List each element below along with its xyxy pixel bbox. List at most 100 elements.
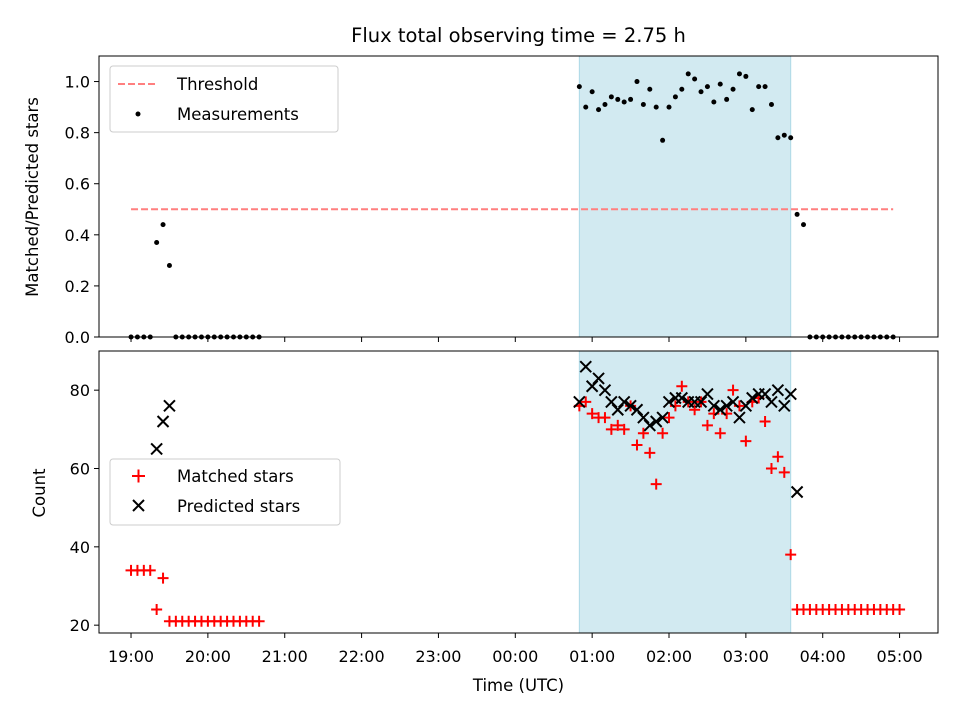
measurement-point bbox=[768, 102, 774, 108]
ratio-panel: 0.0 0.2 0.4 0.6 0.8 1.0 Matched/Predicted sta… bbox=[23, 55, 939, 347]
chart-title: Flux total observing time = 2.75 h bbox=[351, 24, 686, 47]
observing-span-top bbox=[578, 55, 792, 338]
predicted-star-point bbox=[758, 387, 772, 401]
matched-star-point bbox=[759, 416, 771, 427]
predicted-star-point bbox=[675, 391, 689, 405]
matched-star-point bbox=[580, 396, 592, 408]
matched-star-point bbox=[144, 564, 156, 576]
measurement-point bbox=[749, 107, 755, 113]
measurement-point bbox=[576, 84, 582, 90]
matched-star-point bbox=[631, 439, 643, 451]
predicted-stars-series bbox=[150, 360, 804, 499]
measurement-point bbox=[653, 104, 659, 110]
predicted-star-point bbox=[714, 403, 727, 416]
x-tick-label: 20:00 bbox=[185, 647, 231, 666]
matched-legend-label: Matched stars bbox=[177, 467, 294, 486]
predicted-star-point bbox=[150, 442, 163, 456]
x-axis-label: Time (UTC) bbox=[472, 676, 564, 695]
top-legend-box bbox=[109, 65, 339, 133]
matched-star-point bbox=[676, 380, 688, 392]
x-tick-label: 03:00 bbox=[723, 647, 769, 666]
predicted-star-point bbox=[701, 387, 714, 401]
measurement-point bbox=[794, 211, 800, 217]
measurement-point bbox=[647, 86, 653, 92]
bottom-y-tick-label: 60 bbox=[70, 460, 90, 479]
predicted-star-point bbox=[573, 395, 586, 409]
measurement-point bbox=[154, 239, 160, 245]
bottom-y-tick-label: 20 bbox=[70, 616, 90, 635]
bottom-y-tick-label: 80 bbox=[70, 381, 90, 400]
matched-star-point bbox=[689, 404, 701, 416]
top-legend: Threshold Measurements bbox=[109, 65, 339, 133]
bottom-plot-frame bbox=[98, 350, 939, 634]
measurement-point bbox=[736, 71, 742, 77]
measurement-point bbox=[640, 102, 646, 108]
matched-star-point bbox=[253, 615, 265, 627]
x-tick-label: 21:00 bbox=[262, 647, 308, 666]
measurement-point bbox=[679, 86, 685, 92]
measurement-point bbox=[762, 84, 768, 90]
measurement-point bbox=[166, 262, 172, 268]
predicted-star-point bbox=[707, 399, 721, 413]
measurement-point bbox=[756, 84, 762, 90]
predicted-star-point bbox=[739, 399, 753, 413]
matched-star-point bbox=[157, 572, 169, 584]
predicted-star-point bbox=[656, 411, 669, 424]
matched-star-point bbox=[785, 549, 797, 561]
x-tick-label: 00:00 bbox=[492, 647, 538, 666]
measurement-point bbox=[692, 76, 698, 82]
matched-star-point bbox=[894, 604, 906, 615]
bottom-x-axis: 19:00 20:00 21:00 22:00 23:00 00:00 01:00 02:00… bbox=[108, 633, 923, 666]
predicted-star-point bbox=[598, 383, 612, 397]
matched-star-point bbox=[618, 423, 630, 435]
measurement-point bbox=[160, 222, 166, 228]
predicted-star-point bbox=[630, 403, 644, 416]
predicted-star-point bbox=[662, 395, 676, 409]
matched-star-point bbox=[740, 435, 752, 447]
top-y-tick-label: 0.0 bbox=[65, 328, 90, 347]
threshold-legend-label: Threshold bbox=[176, 75, 258, 94]
measurement-point bbox=[788, 135, 794, 141]
predicted-legend-label: Predicted stars bbox=[177, 497, 300, 516]
matched-star-point bbox=[701, 419, 713, 431]
predicted-star-point bbox=[163, 399, 176, 413]
predicted-star-point bbox=[156, 415, 170, 428]
measurement-point bbox=[711, 99, 717, 105]
predicted-star-point bbox=[765, 395, 778, 409]
x-tick-label: 01:00 bbox=[569, 647, 615, 666]
matched-star-point bbox=[778, 466, 790, 478]
matched-star-point bbox=[657, 427, 669, 439]
top-x-ticks bbox=[130, 337, 901, 342]
measurement-point bbox=[583, 104, 589, 110]
bottom-y-axis-label: Count bbox=[30, 468, 49, 518]
top-y-tick-label: 0.8 bbox=[65, 124, 90, 143]
measurement-point bbox=[589, 89, 595, 95]
predicted-legend-swatch bbox=[132, 499, 145, 512]
bottom-legend-box bbox=[109, 458, 341, 526]
x-tick-label: 04:00 bbox=[800, 647, 846, 666]
matched-star-point bbox=[612, 419, 624, 431]
bottom-y-axis: 20 40 60 80 bbox=[70, 381, 99, 635]
matched-star-point bbox=[727, 384, 739, 396]
measurements-legend-label: Measurements bbox=[177, 105, 299, 124]
matched-star-point bbox=[650, 478, 662, 490]
measurement-point bbox=[717, 81, 723, 87]
predicted-star-point bbox=[579, 360, 592, 373]
measurements-series bbox=[128, 71, 896, 340]
x-tick-label: 22:00 bbox=[339, 647, 385, 666]
measurement-point bbox=[621, 99, 627, 105]
top-y-tick-label: 0.2 bbox=[65, 277, 90, 296]
measurement-point bbox=[660, 137, 666, 143]
measurement-point bbox=[602, 102, 608, 108]
predicted-star-point bbox=[649, 415, 663, 428]
predicted-star-point bbox=[617, 395, 631, 409]
measurement-point bbox=[781, 132, 787, 138]
measurement-point bbox=[730, 86, 736, 92]
count-panel: 20 40 60 80 19:00 20:00 21:00 22:00 23:00 00:00 0… bbox=[30, 350, 939, 695]
measurement-point bbox=[608, 94, 614, 100]
measurement-point bbox=[801, 222, 807, 228]
matched-stars-series bbox=[125, 380, 906, 627]
matched-star-point bbox=[605, 423, 617, 435]
top-y-axis-label: Matched/Predicted stars bbox=[23, 97, 42, 297]
predicted-star-point bbox=[624, 399, 637, 413]
